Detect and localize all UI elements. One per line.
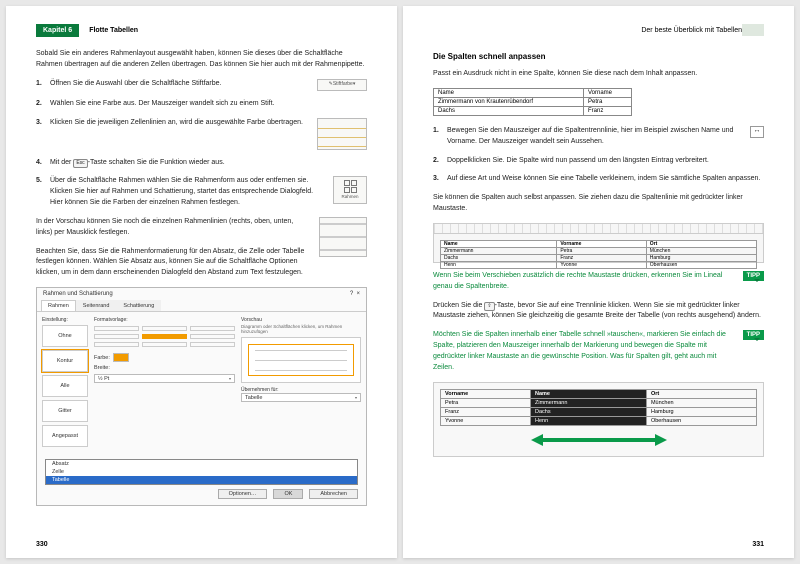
tip-paragraph: Wenn Sie beim Verschieben zusätzlich die… — [433, 271, 737, 293]
dialog-tabs: Rahmen Seitenrand Schattierung — [37, 300, 366, 312]
einst-ohne[interactable]: Ohne — [42, 325, 88, 347]
steps-list-right: Bewegen Sie den Mauszeiger auf die Spalt… — [433, 126, 764, 185]
step-text: Öffnen Sie die Auswahl über die Schaltfl… — [50, 79, 309, 90]
border-preview-figure — [319, 217, 367, 257]
dd-option-zelle[interactable]: Zelle — [46, 468, 357, 476]
page-left: Kapitel 6 Flotte Tabellen Sobald Sie ein… — [6, 6, 397, 558]
esc-key-icon: Esc — [73, 159, 87, 169]
dialog-help[interactable]: ? × — [350, 291, 360, 297]
label-vorschau: Vorschau — [241, 317, 361, 323]
double-arrow-icon — [529, 432, 669, 448]
tipp-badge: TIPP — [743, 330, 764, 340]
paragraph: Passt ein Ausdruck nicht in eine Spalte,… — [433, 69, 764, 80]
cancel-button[interactable]: Abbrechen — [309, 489, 358, 499]
header-accent-box — [742, 24, 764, 36]
resize-cursor-icon: ↔ — [750, 126, 764, 138]
intro-paragraph: Sobald Sie ein anderes Rahmenlayout ausg… — [36, 49, 367, 71]
header-left: Kapitel 6 Flotte Tabellen — [36, 24, 367, 37]
example-table-1: NameVorname Zimmermann von Krautenrübend… — [433, 88, 632, 116]
step-text: Auf diese Art und Weise können Sie eine … — [433, 174, 764, 185]
dd-option-tabelle[interactable]: Tabelle — [46, 476, 357, 484]
einst-kontur[interactable]: Kontur — [42, 350, 88, 372]
width-select[interactable]: ½ Pt — [94, 374, 235, 383]
einst-angepasst[interactable]: Angepasst — [42, 425, 88, 447]
section-heading: Die Spalten schnell anpassen — [433, 52, 764, 61]
label-breite: Breite: — [94, 365, 110, 371]
paragraph: Beachten Sie, dass Sie die Rahmenformati… — [36, 247, 311, 280]
label-farbe: Farbe: — [94, 355, 110, 361]
shift-key-icon: ⇧ — [484, 302, 494, 312]
step-text: Bewegen Sie den Mauszeiger auf die Spalt… — [447, 126, 742, 148]
chapter-badge: Kapitel 6 — [36, 24, 79, 37]
page-number: 331 — [752, 541, 764, 548]
rahmen-dialog: Rahmen und Schattierung ? × Rahmen Seite… — [36, 287, 367, 506]
ruler-icon — [434, 224, 763, 234]
swap-table: VornameNameOrt PetraZimmermannMünchen Fr… — [440, 389, 757, 426]
tab-seitenrand[interactable]: Seitenrand — [76, 300, 117, 311]
cells-figure — [317, 118, 367, 150]
paragraph: Drücken Sie die ⇧-Taste, bevor Sie auf e… — [433, 301, 764, 323]
tab-schattierung[interactable]: Schattierung — [116, 300, 161, 311]
step-text: Klicken Sie die jeweiligen Zellenlinien … — [50, 118, 309, 129]
paragraph: In der Vorschau können Sie noch die einz… — [36, 217, 311, 239]
einst-gitter[interactable]: Gitter — [42, 400, 88, 422]
color-swatch[interactable] — [113, 353, 129, 362]
einst-alle[interactable]: Alle — [42, 375, 88, 397]
line-style-picker[interactable] — [94, 326, 235, 347]
optionen-button[interactable]: Optionen… — [218, 489, 268, 499]
chapter-title: Flotte Tabellen — [89, 27, 138, 34]
page-right: Der beste Überblick mit Tabellen Die Spa… — [403, 6, 794, 558]
stiftfarbe-button-figure: ✎ Stiftfarbe ▾ — [317, 79, 367, 91]
step-text: Wählen Sie eine Farbe aus. Der Mauszeige… — [36, 99, 367, 110]
step-text: Doppelklicken Sie. Die Spalte wird nun p… — [433, 156, 764, 167]
running-head: Der beste Überblick mit Tabellen — [433, 27, 742, 34]
apply-to-dropdown-open: Absatz Zelle Tabelle — [45, 459, 358, 485]
step-text: Mit der Esc-Taste schalten Sie die Funkt… — [36, 158, 367, 169]
ok-button[interactable]: OK — [273, 489, 303, 499]
tab-rahmen[interactable]: Rahmen — [41, 300, 76, 311]
vorschau-hint: Diagramm oder Schaltflächen klicken, um … — [241, 324, 361, 334]
header-right: Der beste Überblick mit Tabellen — [433, 24, 764, 36]
label-einstellung: Einstellung: — [42, 317, 88, 323]
tipp-badge: TIPP — [743, 271, 764, 281]
apply-to-select[interactable]: Tabelle — [241, 393, 361, 402]
steps-list-left: Öffnen Sie die Auswahl über die Schaltfl… — [36, 79, 367, 209]
ruler-table: NameVornameOrt ZimmermannPetraMünchen Da… — [440, 240, 757, 269]
ruler-figure: NameVornameOrt ZimmermannPetraMünchen Da… — [433, 223, 764, 263]
step-text: Über die Schaltfläche Rahmen wählen Sie … — [50, 176, 325, 209]
paragraph: Sie können die Spalten auch selbst anpas… — [433, 193, 764, 215]
tip-paragraph: Möchten Sie die Spalten innerhalb einer … — [433, 330, 737, 373]
dd-option-absatz[interactable]: Absatz — [46, 460, 357, 468]
page-number: 330 — [36, 541, 48, 548]
rahmen-button-figure: Rahmen — [333, 176, 367, 204]
label-format: Formatvorlage: — [94, 317, 235, 323]
swap-columns-figure: VornameNameOrt PetraZimmermannMünchen Fr… — [433, 382, 764, 457]
border-preview[interactable] — [241, 337, 361, 383]
dialog-title: Rahmen und Schattierung — [43, 291, 113, 297]
